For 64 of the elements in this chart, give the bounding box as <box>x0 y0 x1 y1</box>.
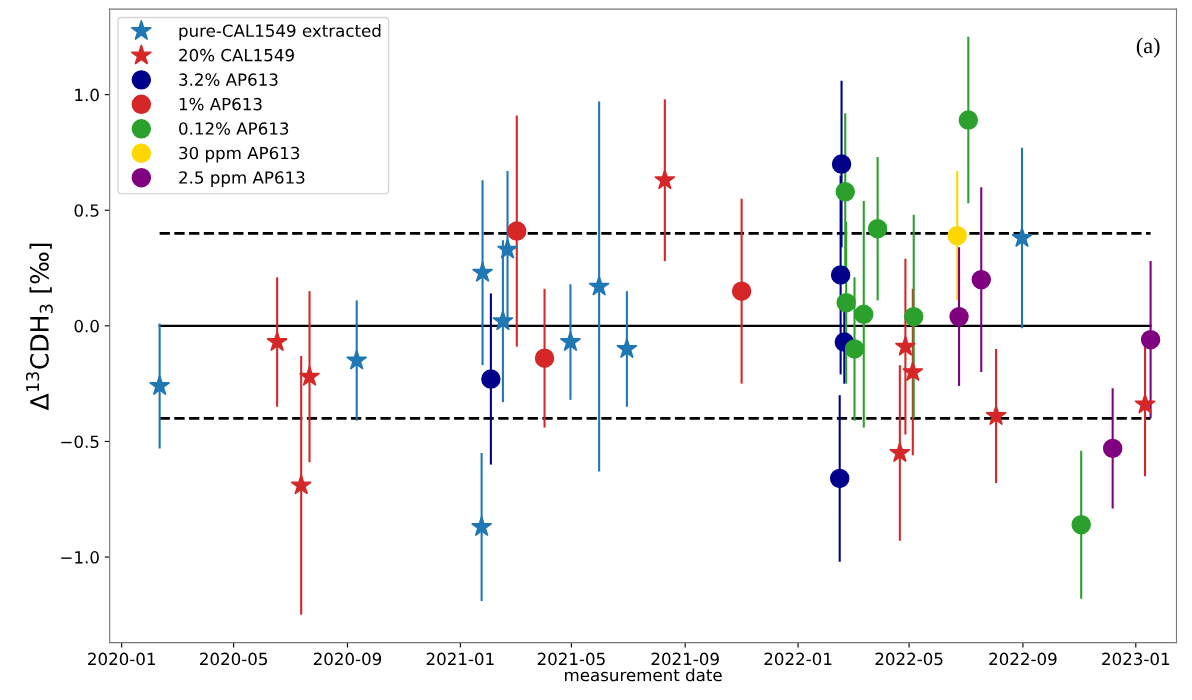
point <box>471 515 493 537</box>
legend-label: 1% AP613 <box>179 97 262 111</box>
point <box>588 275 610 296</box>
point <box>534 348 555 368</box>
legend-label: 3.2% AP613 <box>179 73 278 86</box>
point <box>1071 514 1091 535</box>
point <box>298 365 321 386</box>
point <box>947 225 967 246</box>
legend-label: 30 ppm AP613 <box>179 146 300 163</box>
legend-label: 20% CAL1549 <box>179 48 294 62</box>
point <box>830 265 851 285</box>
x-tick-label: 2023-01 <box>1102 652 1170 666</box>
point <box>902 360 924 382</box>
point <box>492 310 514 331</box>
x-tick-label: 2022-05 <box>875 652 943 666</box>
point <box>654 169 676 190</box>
y-tick-label: 0.5 <box>74 204 99 217</box>
point <box>1134 393 1156 414</box>
x-tick-label: 2020-05 <box>200 652 268 666</box>
point <box>904 306 924 327</box>
point <box>471 261 494 282</box>
point <box>266 330 288 352</box>
annotation: (a) <box>1136 37 1160 58</box>
point <box>835 182 855 202</box>
point <box>616 337 638 359</box>
point <box>854 304 874 325</box>
point <box>559 330 582 352</box>
point <box>894 335 917 356</box>
point <box>889 441 911 463</box>
y-tick-label: −1.0 <box>61 551 99 564</box>
point <box>1011 226 1033 248</box>
point <box>731 281 752 301</box>
point <box>829 468 850 489</box>
point <box>346 349 368 370</box>
point <box>496 238 519 259</box>
x-tick-label: 2020-09 <box>313 652 382 666</box>
x-tick-label: 2020-01 <box>88 652 155 666</box>
point <box>836 293 856 313</box>
x-tick-label: 2021-01 <box>426 652 494 666</box>
x-axis-title: measurement date <box>565 668 722 682</box>
x-tick-label: 2022-01 <box>764 652 832 666</box>
point <box>831 154 852 174</box>
y-tick-label: −0.5 <box>61 435 99 449</box>
point <box>149 374 171 396</box>
y-tick-label: 1.0 <box>75 88 99 102</box>
point <box>949 306 969 327</box>
legend-label: pure-CAL1549 extracted <box>179 24 381 41</box>
point <box>507 221 527 241</box>
x-tick-label: 2022-09 <box>989 652 1057 666</box>
y-tick-label: 0.0 <box>74 319 99 333</box>
point <box>290 474 312 495</box>
y-axis-title: Δ$^{13}$CDH$_{3}$ [‰] <box>25 243 53 411</box>
point <box>971 269 991 290</box>
point <box>985 404 1007 426</box>
point <box>1102 438 1123 459</box>
legend-label: 2.5 ppm AP613 <box>179 171 305 188</box>
x-tick-label: 2021-05 <box>537 652 605 666</box>
point <box>1140 329 1161 350</box>
legend-label: 0.12% AP613 <box>179 122 289 135</box>
point <box>867 219 888 239</box>
x-tick-label: 2021-09 <box>651 652 719 666</box>
point <box>958 110 979 130</box>
point <box>481 369 501 389</box>
point <box>844 339 865 359</box>
